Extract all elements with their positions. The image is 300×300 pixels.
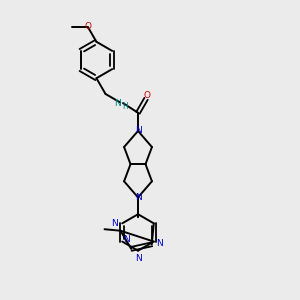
Text: N: N: [135, 254, 141, 263]
Text: O: O: [144, 91, 151, 100]
Text: N: N: [123, 235, 129, 244]
Text: N: N: [156, 239, 163, 248]
Text: N: N: [135, 193, 141, 202]
Text: O: O: [84, 22, 92, 32]
Text: N: N: [135, 127, 141, 136]
Text: N: N: [111, 219, 118, 228]
Text: H: H: [122, 102, 128, 111]
Text: N: N: [115, 99, 121, 108]
